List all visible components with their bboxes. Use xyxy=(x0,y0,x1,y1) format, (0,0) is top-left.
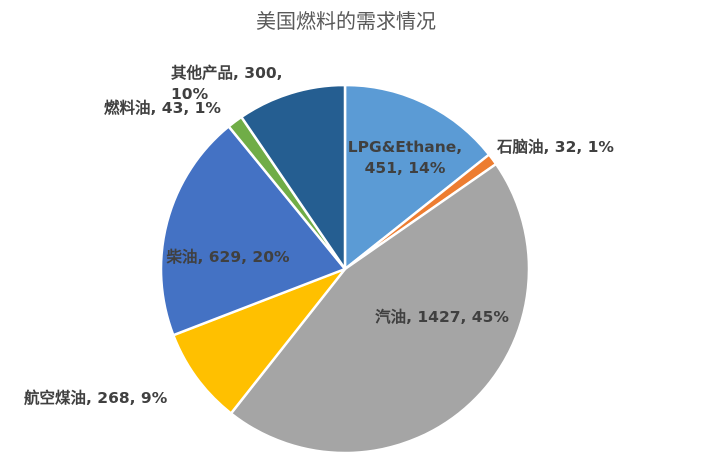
pie-slice-3 xyxy=(172,267,347,415)
pie-slice-6 xyxy=(240,83,347,271)
slice-label-line: 柴油, 629, 20% xyxy=(165,247,289,266)
slice-label-2: 汽油, 1427, 45% xyxy=(375,307,509,326)
slice-label-5: 燃料油, 43, 1% xyxy=(104,98,221,117)
slice-label-line: 451, 14% xyxy=(365,159,446,177)
slice-label-line: 燃料油, 43, 1% xyxy=(104,98,221,117)
chart-title: 美国燃料的需求情况 xyxy=(256,9,436,33)
slice-label-line: 汽油, 1427, 45% xyxy=(375,307,509,326)
pie-slices xyxy=(159,83,531,455)
slice-label-line: LPG&Ethane, xyxy=(348,138,462,156)
pie-slice-4 xyxy=(159,125,347,337)
pie-slice-0 xyxy=(343,83,491,271)
slice-label-line: 其他产品, 300, xyxy=(171,63,283,82)
slice-label-6: 其他产品, 300, 10% xyxy=(171,63,283,103)
slice-label-3: 航空煤油, 268, 9% xyxy=(24,388,168,407)
slice-label-line: 石脑油, 32, 1% xyxy=(496,137,614,156)
pie-slice-2 xyxy=(229,162,531,455)
slice-label-0: LPG&Ethane, 451, 14% xyxy=(348,138,462,177)
slice-label-line: 航空煤油, 268, 9% xyxy=(24,388,168,407)
slice-label-4: 柴油, 629, 20% xyxy=(165,247,289,266)
slice-label-1: 石脑油, 32, 1% xyxy=(496,137,614,156)
slice-label-line: 10% xyxy=(171,85,209,103)
data-labels: LPG&Ethane, 451, 14% 石脑油, 32, 1% 汽油, 1427, … xyxy=(24,63,614,407)
